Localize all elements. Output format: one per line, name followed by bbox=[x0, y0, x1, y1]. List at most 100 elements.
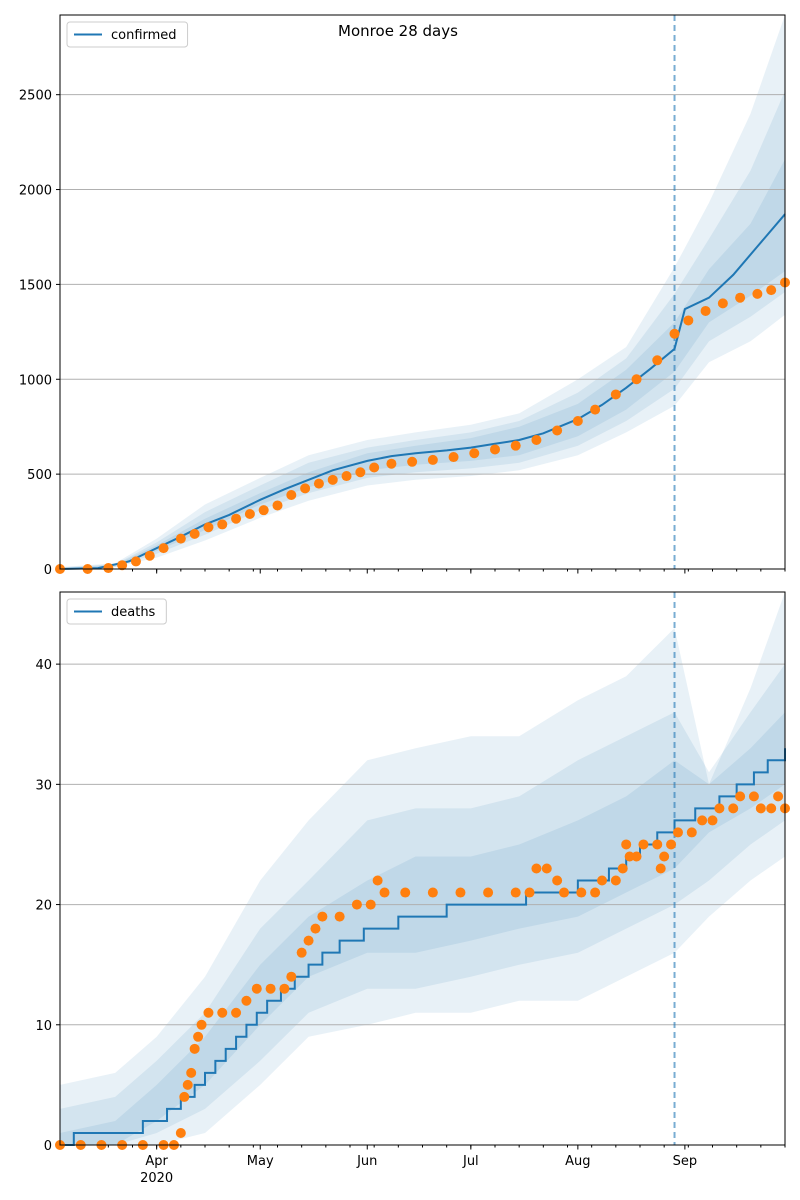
y-tick-label: 1000 bbox=[19, 373, 52, 388]
observed-point bbox=[189, 1043, 200, 1054]
observed-point bbox=[144, 550, 155, 561]
observed-point bbox=[597, 875, 608, 886]
x-tick-label: Apr bbox=[145, 1154, 168, 1169]
y-tick-label: 30 bbox=[35, 778, 52, 793]
observed-point bbox=[631, 374, 642, 385]
observed-point bbox=[300, 483, 311, 494]
observed-point bbox=[286, 971, 297, 982]
observed-point bbox=[659, 851, 670, 862]
legend-label: confirmed bbox=[111, 28, 177, 43]
observed-point bbox=[531, 434, 542, 445]
y-tick-label: 40 bbox=[35, 658, 52, 673]
observed-point bbox=[351, 899, 362, 910]
legend: confirmed bbox=[66, 21, 189, 48]
observed-point bbox=[179, 1091, 190, 1102]
observed-point bbox=[251, 983, 262, 994]
observed-point bbox=[379, 887, 390, 898]
observed-point bbox=[182, 1079, 193, 1090]
observed-point bbox=[272, 500, 283, 511]
observed-point bbox=[244, 508, 255, 519]
observed-point bbox=[186, 1067, 197, 1078]
observed-point bbox=[196, 1019, 207, 1030]
observed-point bbox=[241, 995, 252, 1006]
observed-point bbox=[203, 522, 214, 533]
y-tick-label: 500 bbox=[27, 468, 52, 483]
observed-point bbox=[666, 839, 677, 850]
observed-point bbox=[158, 543, 169, 554]
observed-point bbox=[552, 425, 563, 436]
observed-point bbox=[559, 887, 570, 898]
observed-point bbox=[631, 851, 642, 862]
observed-point bbox=[707, 815, 718, 826]
y-tick-label: 1500 bbox=[19, 278, 52, 293]
observed-point bbox=[386, 458, 397, 469]
y-tick-label: 0 bbox=[44, 1139, 52, 1154]
observed-point bbox=[427, 887, 438, 898]
legend-box bbox=[66, 598, 167, 625]
observed-point bbox=[672, 827, 683, 838]
y-tick-label: 10 bbox=[35, 1019, 52, 1034]
observed-point bbox=[469, 448, 480, 459]
observed-point bbox=[590, 404, 601, 415]
observed-point bbox=[655, 863, 666, 874]
observed-point bbox=[755, 803, 766, 814]
observed-point bbox=[455, 887, 466, 898]
observed-point bbox=[683, 315, 694, 326]
observed-point bbox=[638, 839, 649, 850]
observed-point bbox=[552, 875, 563, 886]
observed-point bbox=[590, 887, 601, 898]
observed-point bbox=[510, 440, 521, 451]
observed-point bbox=[572, 416, 583, 427]
observed-point bbox=[652, 839, 663, 850]
observed-point bbox=[669, 328, 680, 339]
observed-point bbox=[303, 935, 314, 946]
observed-point bbox=[355, 467, 366, 478]
x-tick-label: Jul bbox=[462, 1154, 479, 1169]
observed-point bbox=[686, 827, 697, 838]
observed-point bbox=[510, 887, 521, 898]
x-tick-label: 2020 bbox=[140, 1171, 173, 1186]
observed-point bbox=[714, 803, 725, 814]
observed-point bbox=[490, 444, 500, 455]
observed-point bbox=[258, 505, 269, 516]
legend: deaths bbox=[66, 598, 167, 625]
observed-point bbox=[231, 513, 242, 524]
observed-point bbox=[334, 911, 345, 922]
observed-point bbox=[576, 887, 587, 898]
observed-point bbox=[652, 355, 663, 366]
observed-point bbox=[697, 815, 708, 826]
observed-point bbox=[231, 1007, 242, 1018]
observed-point bbox=[341, 471, 352, 482]
observed-point bbox=[773, 791, 784, 802]
y-tick-label: 2000 bbox=[19, 184, 52, 199]
observed-point bbox=[217, 1007, 228, 1018]
observed-point bbox=[541, 863, 552, 874]
x-tick-label: May bbox=[247, 1154, 274, 1169]
observed-point bbox=[407, 456, 418, 467]
axes-frame bbox=[59, 591, 786, 1146]
observed-point bbox=[175, 1127, 186, 1138]
observed-point bbox=[317, 911, 328, 922]
observed-point bbox=[617, 863, 628, 874]
observed-point bbox=[103, 563, 114, 574]
observed-point bbox=[313, 478, 324, 489]
observed-point bbox=[448, 452, 459, 463]
observed-point bbox=[735, 791, 746, 802]
observed-point bbox=[524, 887, 535, 898]
x-tick-label: Jun bbox=[356, 1154, 377, 1169]
observed-point bbox=[327, 474, 338, 485]
observed-point bbox=[610, 875, 621, 886]
observed-point bbox=[286, 490, 297, 501]
y-tick-label: 20 bbox=[35, 899, 52, 914]
observed-point bbox=[279, 983, 290, 994]
figure-title: Monroe 28 days bbox=[338, 22, 458, 40]
observed-point bbox=[735, 292, 746, 303]
observed-point bbox=[700, 305, 711, 316]
uncertainty-band-inner bbox=[60, 159, 785, 569]
uncertainty-band-outer bbox=[60, 15, 785, 569]
observed-point bbox=[117, 560, 128, 571]
observed-point bbox=[748, 791, 759, 802]
deaths-panel: 0 10 20 30 40 deaths Apr 2020 May Jun Jul Aug Sep bbox=[35, 591, 790, 1186]
observed-point bbox=[483, 887, 494, 898]
